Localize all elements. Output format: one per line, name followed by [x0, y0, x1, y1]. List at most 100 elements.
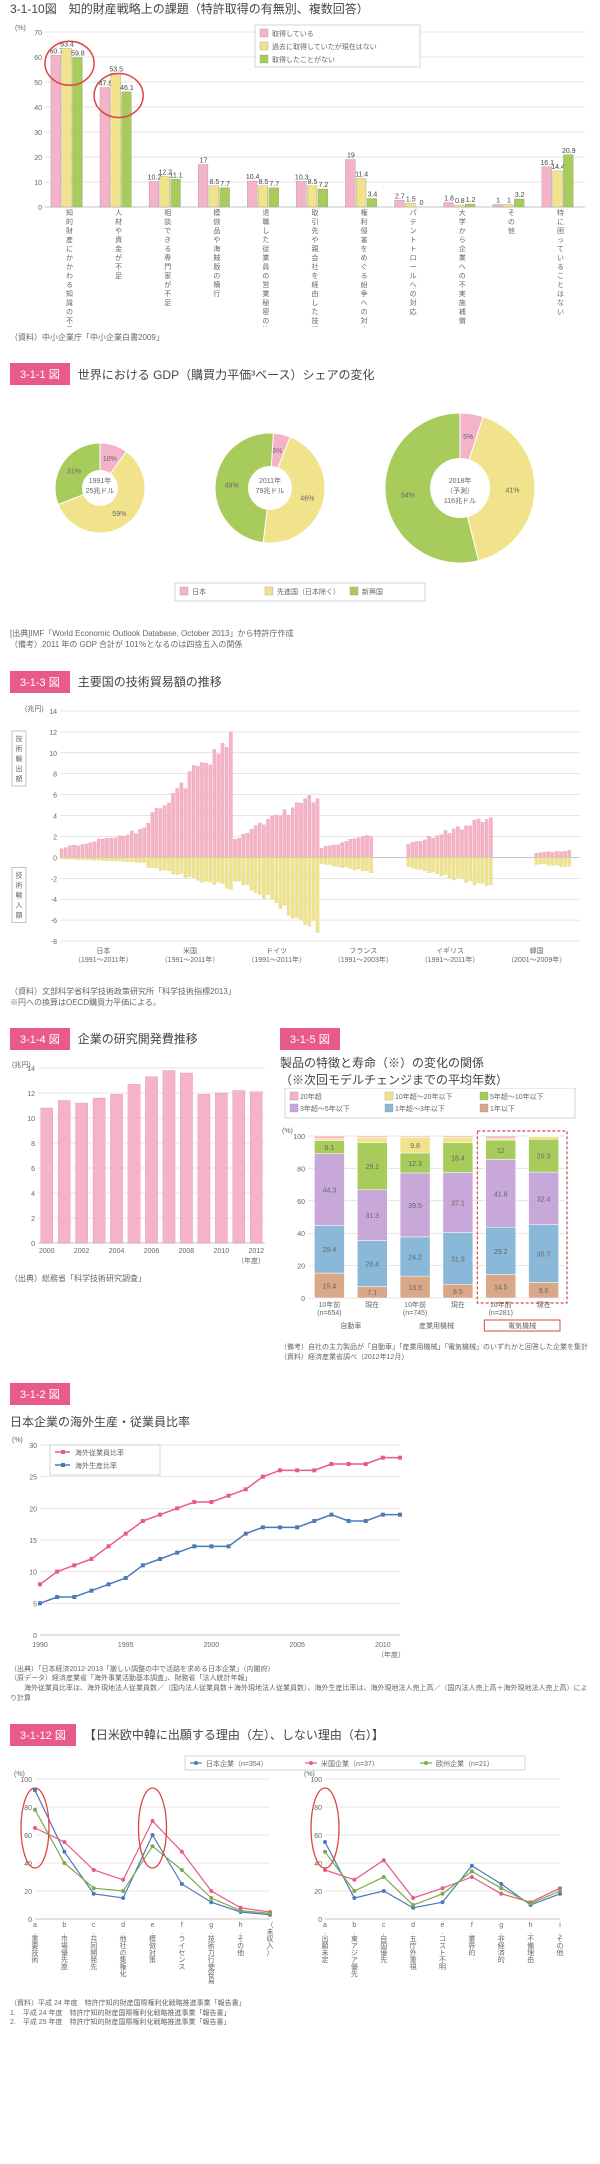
- svg-text:2000: 2000: [39, 1248, 55, 1255]
- svg-text:g.技術力行使容易: g.技術力行使容易: [208, 1922, 215, 1985]
- svg-text:2: 2: [31, 1216, 35, 1223]
- svg-text:60: 60: [24, 1833, 32, 1840]
- svg-text:b.市場優先度: b.市場優先度: [61, 1922, 68, 1971]
- svg-text:12: 12: [27, 1091, 35, 1098]
- svg-text:（1991〜2011年）: （1991〜2011年）: [74, 955, 133, 964]
- svg-text:（1991〜2011年）: （1991〜2011年）: [247, 955, 306, 964]
- chart-3-section: 3-1-3 図 主要国の技術貿易額の推移 -8-6-4-202468101214…: [0, 671, 600, 1008]
- svg-text:37.1: 37.1: [451, 1200, 465, 1207]
- svg-text:韓国: 韓国: [530, 946, 544, 955]
- svg-text:d.他社の集権化: d.他社の集権化: [120, 1922, 127, 1978]
- svg-text:欧州企業（n=21）: 欧州企業（n=21）: [436, 1759, 494, 1768]
- svg-text:1.5: 1.5: [406, 196, 416, 203]
- svg-text:10.4: 10.4: [246, 174, 260, 181]
- svg-text:25兆ドル: 25兆ドル: [86, 486, 115, 495]
- svg-text:2006: 2006: [144, 1248, 160, 1255]
- svg-text:10: 10: [34, 180, 42, 187]
- svg-text:i.その他: i.その他: [557, 1922, 564, 1957]
- svg-text:0.8: 0.8: [455, 198, 465, 205]
- svg-text:53.5: 53.5: [109, 66, 123, 73]
- svg-text:10: 10: [29, 1569, 37, 1576]
- svg-text:h.不備理由: h.不備理由: [527, 1922, 534, 1964]
- svg-text:権利侵害をめぐる紛争への対応: 権利侵害をめぐる紛争への対応: [361, 208, 368, 327]
- svg-text:100: 100: [20, 1777, 32, 1784]
- svg-text:29.4: 29.4: [323, 1247, 337, 1254]
- chart-2-source: [出典]IMF「World Economic Outlook Database,…: [10, 628, 590, 650]
- svg-text:(%): (%): [282, 1128, 293, 1135]
- svg-text:取得している: 取得している: [272, 29, 314, 38]
- svg-text:4: 4: [53, 813, 57, 820]
- svg-text:-6: -6: [51, 918, 57, 925]
- svg-text:8: 8: [53, 771, 57, 778]
- svg-text:0: 0: [301, 1296, 305, 1303]
- svg-text:-8: -8: [51, 939, 57, 946]
- chart-2-title: 世界における GDP（購買力平価³ベース）シェアの変化: [78, 366, 375, 383]
- svg-text:入: 入: [16, 901, 23, 909]
- svg-text:10%: 10%: [103, 456, 117, 463]
- svg-text:1991年: 1991年: [89, 476, 112, 485]
- chart-1-title: 3-1-10図 知的財産戦略上の課題（特許取得の有無別、複数回答）: [10, 0, 590, 17]
- svg-text:電気機械: 電気機械: [508, 1321, 536, 1330]
- svg-text:29.1: 29.1: [365, 1164, 379, 1171]
- svg-text:c.自国優先: c.自国優先: [380, 1922, 387, 1964]
- svg-text:1: 1: [507, 198, 511, 205]
- chart-4-source: （出典）総務省「科学技術研究調査」: [10, 1273, 270, 1284]
- svg-text:10年前: 10年前: [490, 1300, 512, 1309]
- chart-4-badge: 3-1-4 図: [10, 1028, 70, 1050]
- svg-text:c.共同開発先: c.共同開発先: [90, 1922, 97, 1971]
- svg-text:10: 10: [27, 1116, 35, 1123]
- svg-text:(n=654): (n=654): [317, 1310, 341, 1317]
- svg-text:10年超〜20年以下: 10年超〜20年以下: [395, 1092, 453, 1101]
- svg-text:自動車: 自動車: [340, 1321, 361, 1330]
- svg-text:5: 5: [33, 1601, 37, 1608]
- svg-text:41%: 41%: [505, 488, 519, 495]
- svg-text:60: 60: [34, 55, 42, 62]
- svg-text:14: 14: [49, 709, 57, 716]
- svg-text:28.4: 28.4: [365, 1261, 379, 1268]
- svg-text:2008: 2008: [179, 1248, 195, 1255]
- svg-text:31.9: 31.9: [451, 1256, 465, 1263]
- svg-text:39.5: 39.5: [408, 1203, 422, 1210]
- svg-text:出: 出: [16, 764, 23, 773]
- svg-text:12: 12: [497, 1148, 505, 1155]
- svg-text:（1991〜2011年）: （1991〜2011年）: [161, 955, 220, 964]
- chart-5-badge: 3-1-5 図: [280, 1028, 340, 1050]
- svg-text:2.7: 2.7: [395, 193, 405, 200]
- svg-text:15.4: 15.4: [323, 1283, 337, 1290]
- svg-text:29.2: 29.2: [494, 1249, 508, 1256]
- chart-3-title: 主要国の技術貿易額の推移: [78, 673, 222, 690]
- chart-7-title: 【日米欧中韓に出願する理由（左）、しない理由（右）】: [84, 1726, 384, 1743]
- svg-text:80: 80: [24, 1805, 32, 1812]
- svg-text:取引先や親会社を経由した技術流出: 取引先や親会社を経由した技術流出: [312, 209, 319, 327]
- svg-text:2005: 2005: [289, 1642, 305, 1649]
- svg-text:1.8: 1.8: [444, 196, 454, 203]
- svg-text:7.7: 7.7: [269, 181, 279, 188]
- svg-text:日本: 日本: [192, 587, 206, 596]
- svg-text:2011年: 2011年: [259, 476, 281, 485]
- svg-text:g.非経済的: g.非経済的: [498, 1922, 505, 1964]
- svg-text:116兆ドル: 116兆ドル: [444, 496, 476, 505]
- svg-text:相談できる専門家が不足: 相談できる専門家が不足: [164, 208, 171, 307]
- svg-text:（1991〜2003年）: （1991〜2003年）: [334, 955, 393, 964]
- chart-1-svg: 010203040506070(%)60.763.459.8知的財産にかかわる知…: [10, 17, 590, 327]
- svg-text:60: 60: [297, 1199, 305, 1206]
- svg-text:現在: 現在: [365, 1300, 379, 1309]
- svg-text:59%: 59%: [112, 511, 126, 518]
- svg-text:11.1: 11.1: [170, 172, 183, 179]
- svg-text:46.1: 46.1: [120, 85, 134, 92]
- svg-text:20: 20: [29, 1506, 37, 1513]
- svg-text:50: 50: [34, 80, 42, 87]
- svg-text:輸: 輸: [16, 890, 23, 899]
- svg-text:(%): (%): [12, 1437, 23, 1444]
- svg-text:100: 100: [293, 1134, 305, 1141]
- svg-text:術: 術: [16, 880, 23, 889]
- svg-text:日本企業（n=354）: 日本企業（n=354）: [206, 1759, 268, 1768]
- chart-3-badge: 3-1-3 図: [10, 671, 70, 693]
- svg-text:その他: その他: [508, 209, 515, 235]
- svg-text:49%: 49%: [225, 483, 239, 490]
- svg-text:0: 0: [31, 1241, 35, 1248]
- svg-text:8: 8: [31, 1141, 35, 1148]
- svg-text:20: 20: [34, 155, 42, 162]
- svg-text:2018年: 2018年: [449, 476, 472, 485]
- svg-text:米国企業（n=37）: 米国企業（n=37）: [321, 1759, 379, 1768]
